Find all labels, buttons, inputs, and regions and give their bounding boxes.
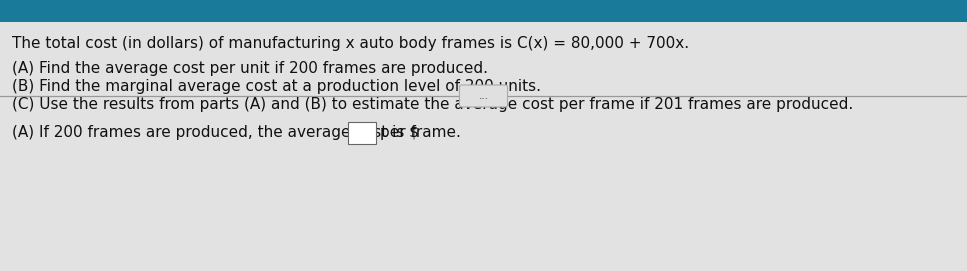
Text: (C) Use the results from parts (A) and (B) to estimate the average cost per fram: (C) Use the results from parts (A) and (… [12, 97, 853, 112]
Text: per frame.: per frame. [380, 125, 460, 140]
FancyBboxPatch shape [459, 85, 508, 107]
Text: (A) If 200 frames are produced, the average cost is $: (A) If 200 frames are produced, the aver… [12, 125, 419, 140]
Bar [0, 0, 967, 22]
Text: The total cost (in dollars) of manufacturing x auto body frames is C(x) = 80,000: The total cost (in dollars) of manufactu… [12, 36, 689, 51]
FancyBboxPatch shape [347, 122, 375, 144]
Text: ...: ... [479, 91, 488, 101]
Text: (A) Find the average cost per unit if 200 frames are produced.: (A) Find the average cost per unit if 20… [12, 61, 488, 76]
Text: (B) Find the marginal average cost at a production level of 200 units.: (B) Find the marginal average cost at a … [12, 79, 541, 94]
